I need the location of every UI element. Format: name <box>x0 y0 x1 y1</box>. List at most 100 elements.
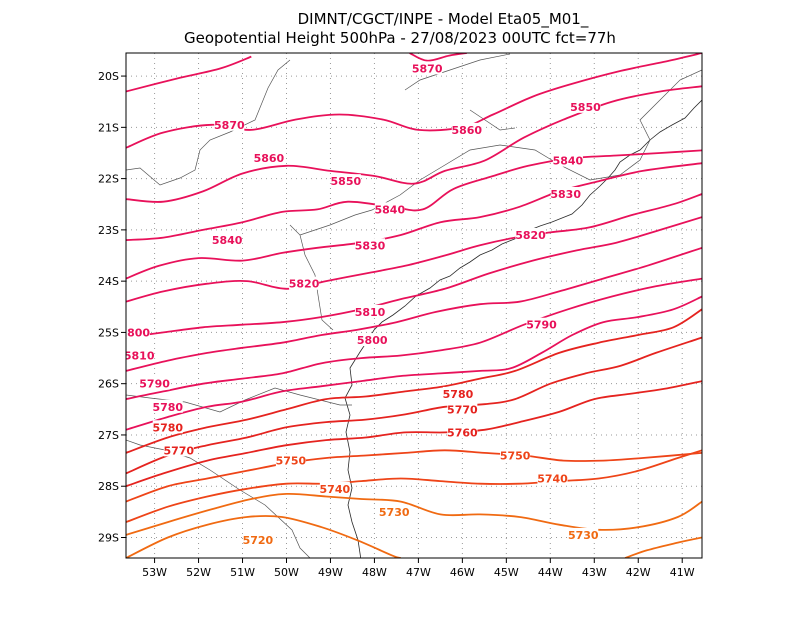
basemap <box>126 53 702 558</box>
y-tick-label: 27S <box>98 429 119 442</box>
contour-label-background <box>442 386 473 400</box>
y-tick-label: 26S <box>98 378 119 391</box>
x-tick-label: 42W <box>626 566 651 579</box>
contour-label-background <box>451 122 482 136</box>
y-tick-label: 28S <box>98 480 119 493</box>
contour-label: 5770 <box>447 403 478 416</box>
contour-label-background <box>570 99 601 113</box>
contour-5770 <box>126 336 702 475</box>
contour-label: 5740 <box>320 483 351 496</box>
chart-title: DIMNT/CGCT/INPE - Model Eta05_M01_ <box>298 10 589 29</box>
contour-label-background <box>550 186 581 200</box>
contour-5780 <box>126 308 702 454</box>
contour-label: 5770 <box>163 444 194 457</box>
y-tick-label: 21S <box>98 121 119 134</box>
contour-label: 5730 <box>568 529 599 542</box>
x-tick-label: 51W <box>230 566 255 579</box>
x-tick-label: 45W <box>494 566 519 579</box>
contour-label: 5830 <box>550 188 581 201</box>
contour-5730 <box>126 492 702 536</box>
contour-5750 <box>126 449 702 503</box>
contour-label: 5720 <box>243 534 274 547</box>
contour-label: 5840 <box>212 234 243 247</box>
contour-5810 <box>126 216 702 339</box>
contour-5830 <box>126 162 702 280</box>
contour-labels: 5870 5870 5860 5860 5850 5850 5840 5840 5840 5830… <box>119 61 601 547</box>
x-tick-label: 52W <box>186 566 211 579</box>
contour-label: 5800 <box>119 326 150 339</box>
x-tick-label: 53W <box>142 566 167 579</box>
contour-5820 <box>126 193 702 303</box>
contour-label-background <box>139 376 170 390</box>
x-tick-label: 43W <box>582 566 607 579</box>
contour-label-background <box>374 202 405 216</box>
chart-subtitle: Geopotential Height 500hPa - 27/08/2023 … <box>184 29 616 47</box>
contour-label: 5740 <box>537 473 568 486</box>
contour-label-background <box>447 425 478 439</box>
contour-5790 <box>126 277 702 400</box>
contour-5800 <box>126 246 702 372</box>
contour-label-background <box>357 333 388 347</box>
y-tick-label: 20S <box>98 70 119 83</box>
y-tick-label: 25S <box>98 326 119 339</box>
x-tick-label: 49W <box>318 566 343 579</box>
contour-label: 5780 <box>152 421 183 434</box>
contour-5840 <box>126 149 702 241</box>
contour-label: 5870 <box>214 119 245 132</box>
contour-label-background <box>163 443 194 457</box>
y-tick-label: 24S <box>98 275 119 288</box>
contour-label-background <box>152 399 183 413</box>
contour-label: 5860 <box>254 152 285 165</box>
contour-label: 5780 <box>443 388 474 401</box>
contour-label-background <box>379 504 410 518</box>
contour-label-background <box>126 348 155 362</box>
contour-5870 <box>126 55 252 93</box>
x-axis: 53W 52W 51W 50W 49W 48W 47W 46W 45W 44W 43W 42W 41W <box>142 558 695 579</box>
contour-label-background <box>515 228 546 242</box>
x-tick-label: 48W <box>362 566 387 579</box>
contour-label-background <box>568 527 599 541</box>
contour-label: 5820 <box>289 278 320 291</box>
contour-label: 5860 <box>451 124 482 137</box>
y-tick-label: 29S <box>98 531 119 544</box>
contour-label-background <box>253 151 284 165</box>
contour-label: 5830 <box>355 239 386 252</box>
contour-label: 5840 <box>375 203 406 216</box>
contour-label: 5810 <box>124 349 155 362</box>
contour-label: 5870 <box>412 62 443 75</box>
contour-label-background <box>242 533 273 547</box>
contour-label-background <box>212 233 243 247</box>
x-tick-label: 44W <box>538 566 563 579</box>
contour-label-background <box>275 453 306 467</box>
contour-label: 5730 <box>379 506 410 519</box>
contour-label: 5790 <box>526 319 557 332</box>
contour-label: 5840 <box>553 155 584 168</box>
contour-label-background <box>214 117 245 131</box>
contour-label-background <box>355 238 386 252</box>
contour-label-background <box>330 174 361 188</box>
contour-5870 <box>409 53 467 62</box>
contour-5740 <box>126 449 702 523</box>
y-tick-label: 22S <box>98 173 119 186</box>
contour-label: 5850 <box>331 175 362 188</box>
contour-label: 5750 <box>500 449 531 462</box>
contour-label: 5780 <box>152 401 183 414</box>
contour-label: 5850 <box>570 101 601 114</box>
contour-label-background <box>152 420 183 434</box>
contour-label-background <box>537 471 568 485</box>
contour-label-background <box>355 304 386 318</box>
x-tick-label: 50W <box>274 566 299 579</box>
contour-label: 5750 <box>276 455 307 468</box>
coastline <box>344 99 702 558</box>
x-tick-label: 46W <box>450 566 475 579</box>
contour-5720 <box>624 536 702 558</box>
contour-label: 5790 <box>139 378 170 391</box>
contour-label-background <box>289 276 320 290</box>
y-axis: 20S 21S 22S 23S 24S 25S 26S 27S 28S 29S <box>98 70 126 544</box>
y-tick-label: 23S <box>98 224 119 237</box>
contour-label-background <box>412 61 443 75</box>
plot-frame <box>125 52 703 559</box>
contour-label: 5760 <box>447 426 478 439</box>
contour-label-background <box>552 153 583 167</box>
